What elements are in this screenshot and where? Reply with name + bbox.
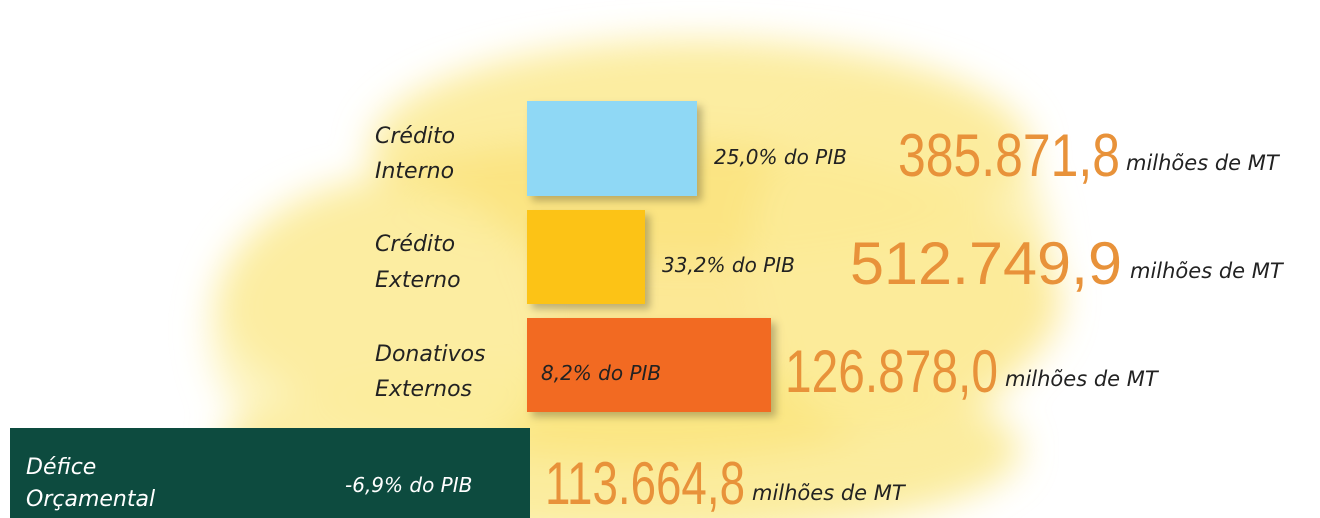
share: 8,2% do PIB bbox=[541, 361, 661, 385]
share: -6,9% do PIB bbox=[345, 473, 472, 497]
unit: milhões de MT bbox=[1130, 259, 1285, 283]
label: Crédito bbox=[375, 232, 455, 257]
unit: milhões de MT bbox=[1126, 151, 1281, 175]
bar bbox=[527, 101, 697, 196]
banner bbox=[10, 428, 530, 518]
amount: 113.664,8 bbox=[545, 450, 745, 517]
label: Donativos bbox=[375, 342, 486, 367]
label: Crédito bbox=[375, 124, 455, 149]
label: Interno bbox=[375, 159, 454, 184]
label: Externo bbox=[375, 268, 461, 293]
share: 25,0% do PIB bbox=[714, 145, 847, 169]
label: Orçamental bbox=[26, 487, 155, 512]
bar bbox=[527, 210, 645, 304]
bar bbox=[527, 318, 771, 412]
label: Externos bbox=[375, 377, 472, 402]
label: Défice bbox=[26, 455, 96, 480]
amount: 126.878,0 bbox=[785, 338, 998, 405]
unit: milhões de MT bbox=[752, 481, 907, 505]
unit: milhões de MT bbox=[1005, 367, 1160, 391]
share: 33,2% do PIB bbox=[662, 253, 795, 277]
amount: 512.749,9 bbox=[850, 230, 1122, 297]
amount: 385.871,8 bbox=[898, 122, 1120, 189]
